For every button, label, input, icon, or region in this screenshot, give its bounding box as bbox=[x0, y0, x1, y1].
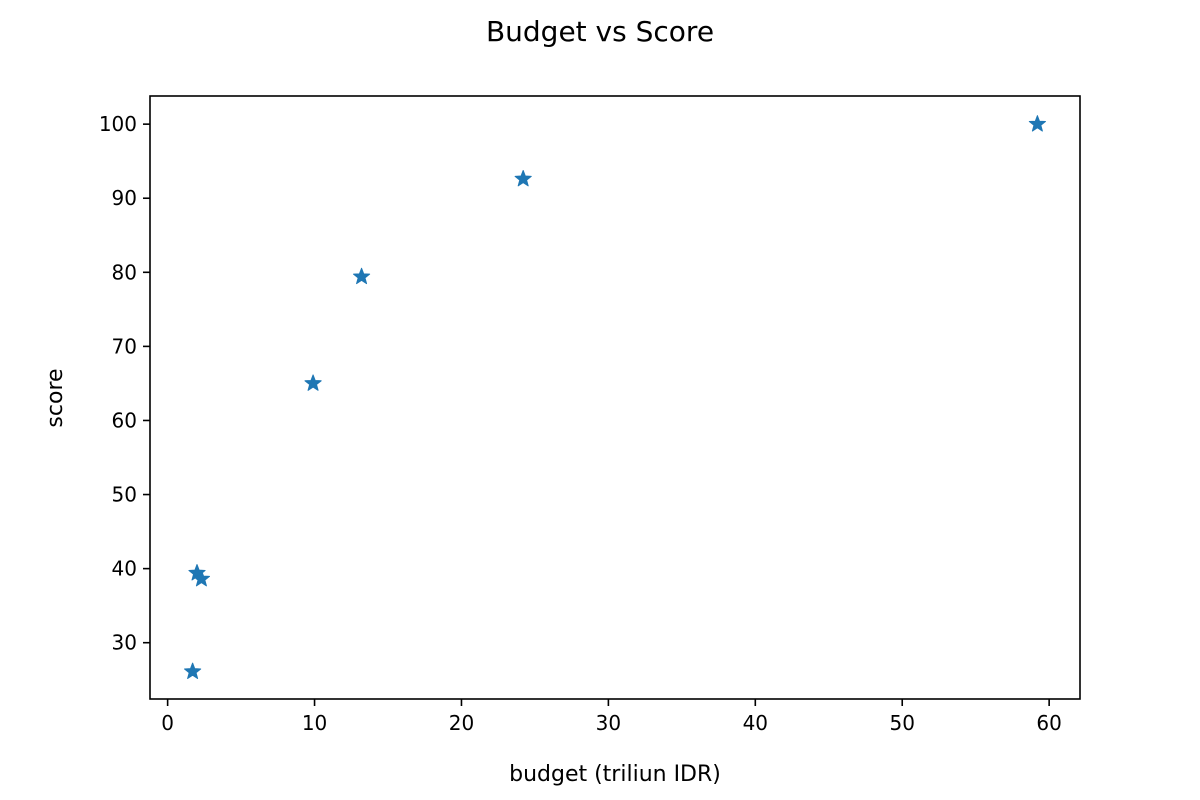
x-tick-label: 50 bbox=[890, 711, 915, 735]
data-point bbox=[514, 169, 532, 187]
x-tick-label: 0 bbox=[161, 711, 174, 735]
y-tick-label: 40 bbox=[112, 557, 137, 581]
x-axis-label: budget (triliun IDR) bbox=[509, 762, 721, 787]
y-axis-ticks: 30 40 50 60 70 80 90 100 bbox=[99, 112, 150, 655]
y-tick-label: 30 bbox=[112, 631, 137, 655]
x-tick-label: 10 bbox=[302, 711, 327, 735]
data-point bbox=[352, 267, 371, 285]
y-tick-label: 90 bbox=[112, 186, 137, 210]
y-tick-label: 100 bbox=[99, 112, 137, 136]
plot-area bbox=[150, 96, 1080, 699]
y-tick-label: 50 bbox=[112, 483, 137, 507]
x-tick-label: 30 bbox=[596, 711, 621, 735]
x-tick-label: 60 bbox=[1036, 711, 1061, 735]
x-axis-ticks: 0 10 20 30 40 50 60 bbox=[161, 699, 1062, 735]
data-point bbox=[192, 569, 211, 587]
data-point bbox=[304, 374, 322, 391]
data-point bbox=[1028, 115, 1046, 132]
y-tick-label: 70 bbox=[112, 334, 137, 358]
y-tick-label: 60 bbox=[112, 408, 137, 432]
x-tick-label: 40 bbox=[743, 711, 768, 735]
y-axis-label: score bbox=[43, 368, 68, 427]
data-points bbox=[184, 115, 1046, 679]
y-tick-label: 80 bbox=[112, 260, 137, 284]
data-point bbox=[184, 662, 202, 679]
plot-frame bbox=[149, 95, 1081, 700]
x-tick-label: 20 bbox=[449, 711, 474, 735]
chart-title: Budget vs Score bbox=[486, 15, 714, 48]
